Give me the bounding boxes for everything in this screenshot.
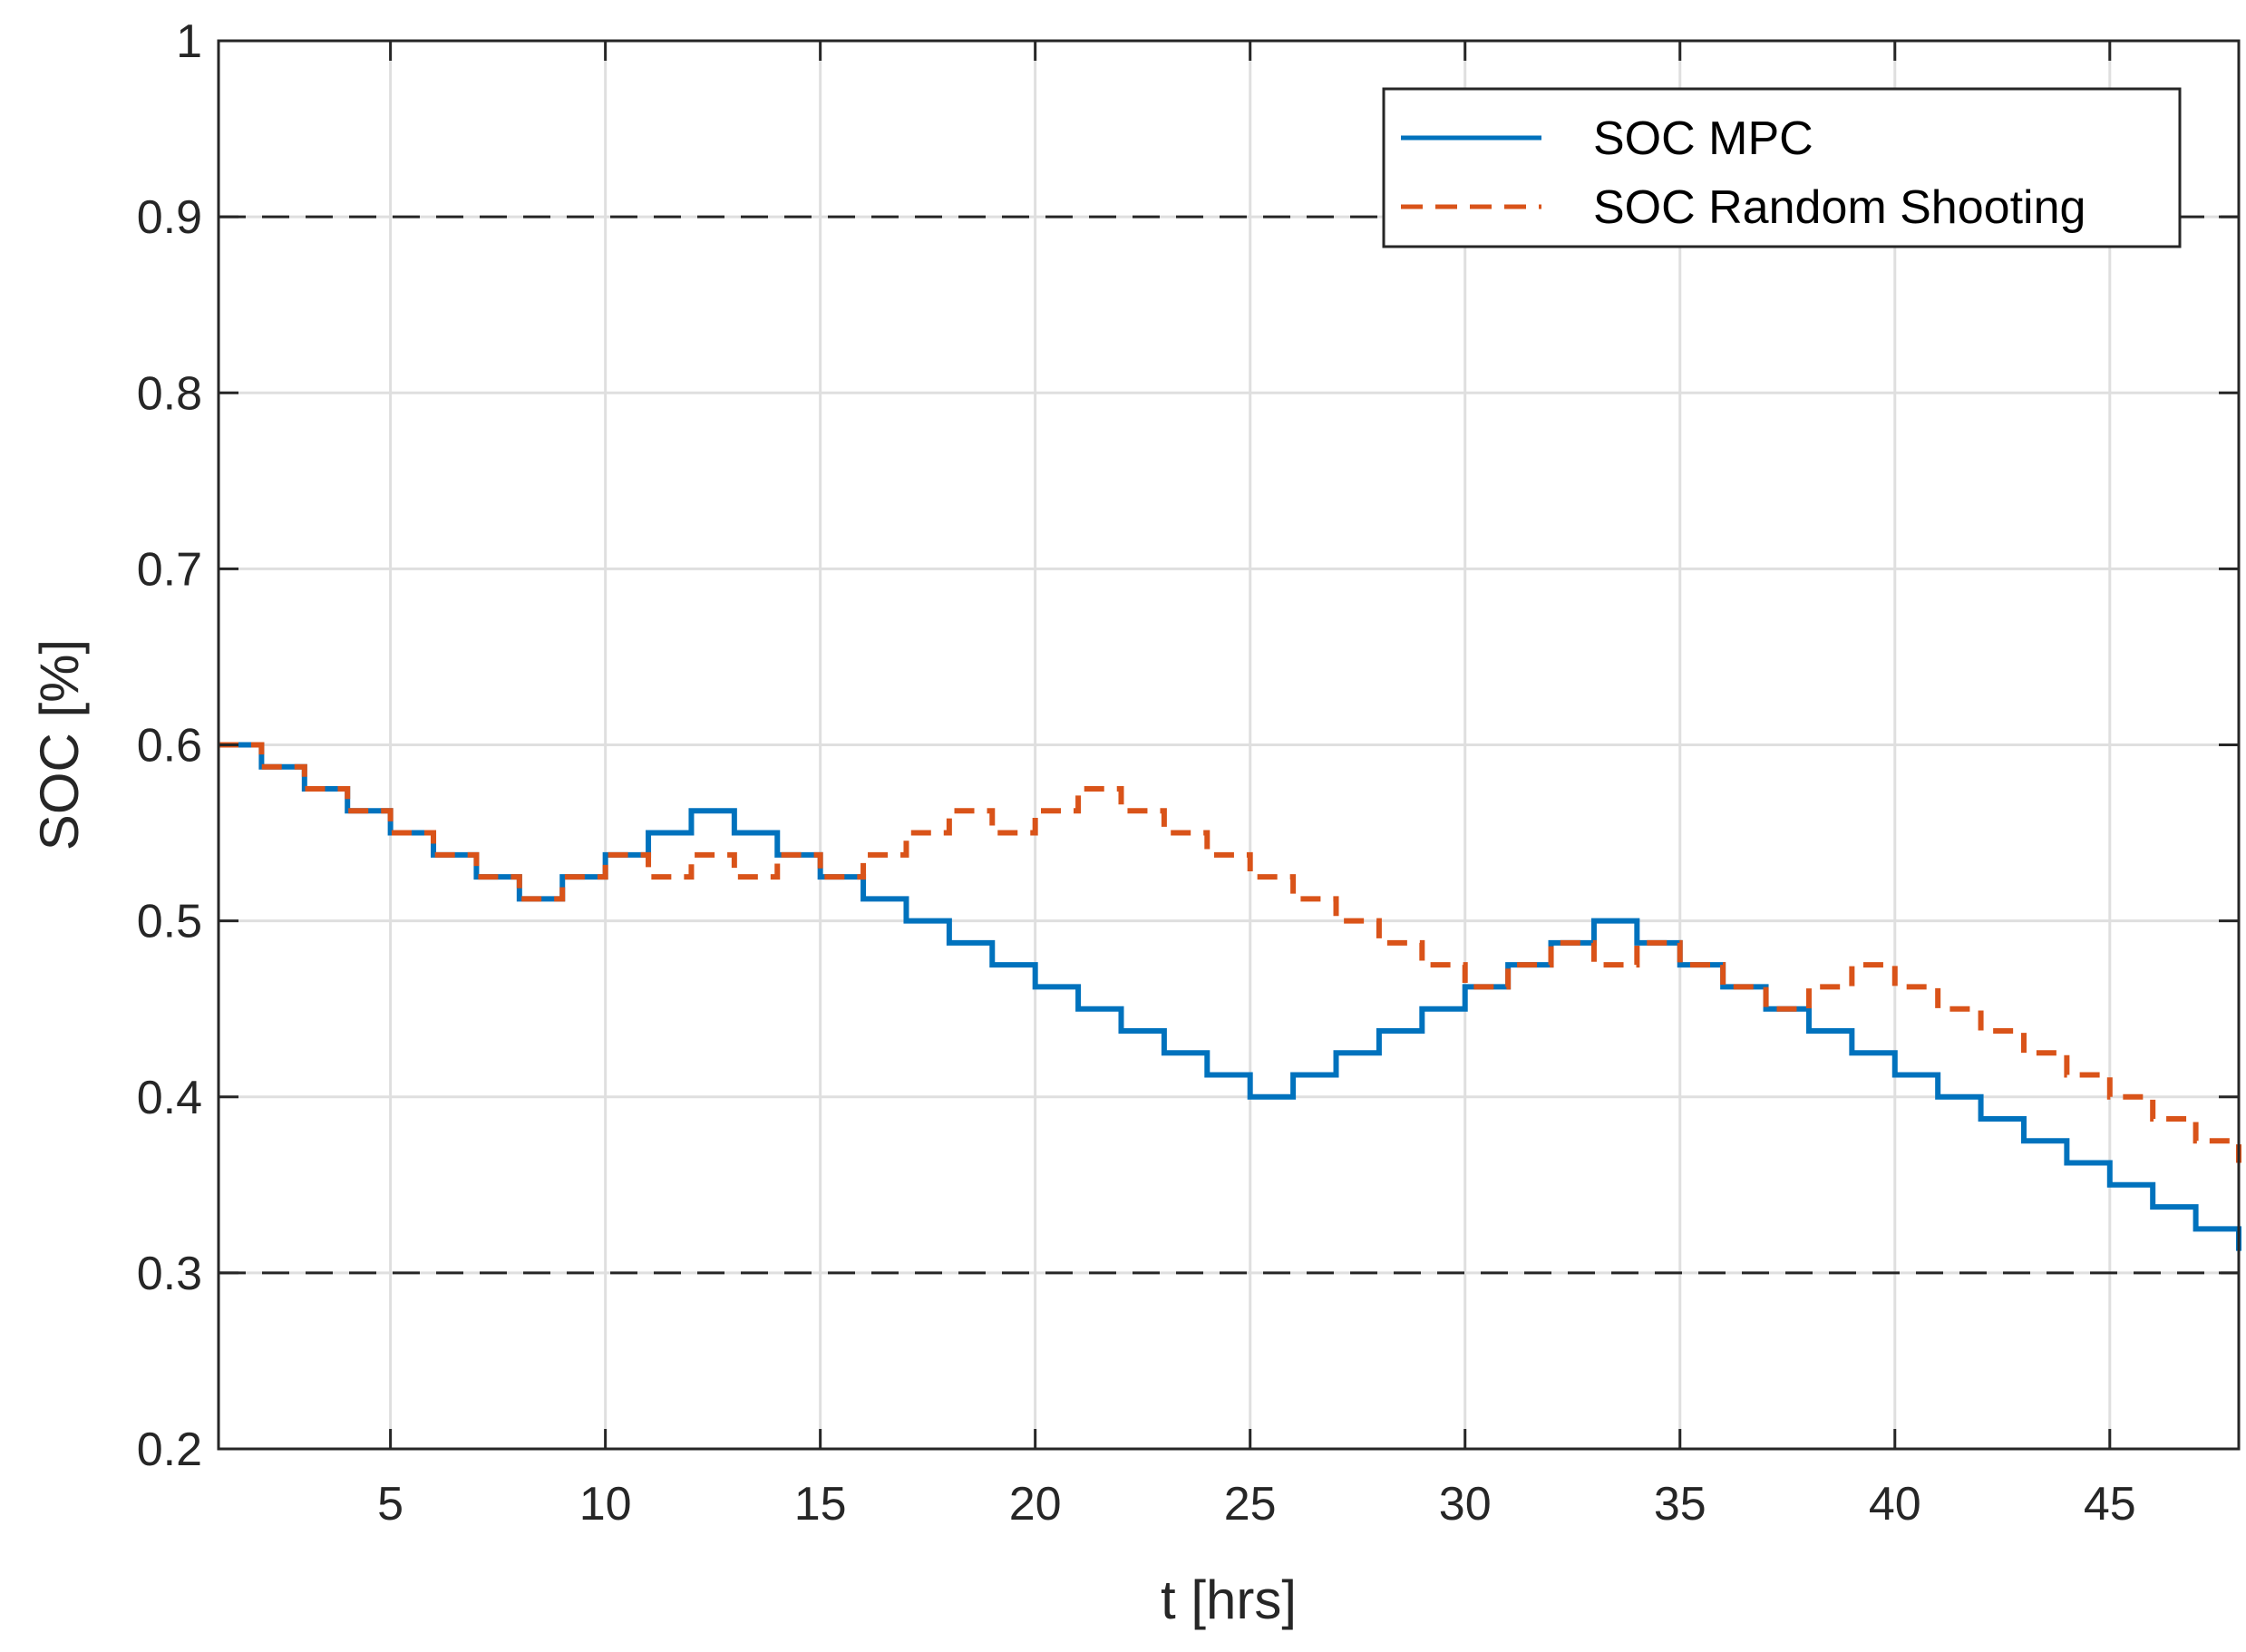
tick-labels: 5 10 15 20 25 30 35 40 45 0.2 0.3 0.4 0.5 0.6 0.7 0.8 0.… bbox=[137, 15, 2136, 1531]
y-tick-label: 0.9 bbox=[137, 191, 202, 244]
reference-lines bbox=[219, 215, 2239, 1275]
y-tick-label: 0.7 bbox=[137, 543, 202, 596]
series-lines bbox=[219, 742, 2241, 1251]
y-tick-label: 0.5 bbox=[137, 896, 202, 948]
x-tick-label: 10 bbox=[579, 1478, 632, 1531]
y-tick-label: 0.3 bbox=[137, 1248, 202, 1300]
x-tick-label: 45 bbox=[2084, 1478, 2136, 1531]
y-tick-label: 0.8 bbox=[137, 367, 202, 420]
y-axis-title: SOC [%] bbox=[29, 639, 90, 850]
legend-label-soc-random-shooting: SOC Random Shooting bbox=[1593, 181, 2086, 234]
x-tick-label: 35 bbox=[1654, 1478, 1706, 1531]
x-tick-label: 5 bbox=[377, 1478, 404, 1531]
legend-box bbox=[1382, 87, 2182, 248]
y-tick-label: 0.6 bbox=[137, 720, 202, 773]
x-tick-label: 25 bbox=[1224, 1478, 1277, 1531]
y-tick-label: 1 bbox=[176, 15, 202, 68]
legend-label-soc-mpc: SOC MPC bbox=[1593, 112, 1813, 165]
x-tick-label: 40 bbox=[1869, 1478, 1921, 1531]
series-line-soc-random-shooting bbox=[219, 742, 2241, 1163]
series-line-soc-mpc bbox=[219, 742, 2241, 1251]
y-tick-label: 0.2 bbox=[137, 1424, 202, 1476]
x-tick-label: 30 bbox=[1439, 1478, 1492, 1531]
legend: SOC MPC SOC Random Shooting bbox=[1382, 87, 2182, 248]
x-axis-title: t [hrs] bbox=[1161, 1569, 1297, 1630]
y-tick-label: 0.4 bbox=[137, 1072, 202, 1124]
x-tick-label: 15 bbox=[794, 1478, 847, 1531]
x-tick-label: 20 bbox=[1009, 1478, 1062, 1531]
axes bbox=[217, 39, 2241, 1451]
